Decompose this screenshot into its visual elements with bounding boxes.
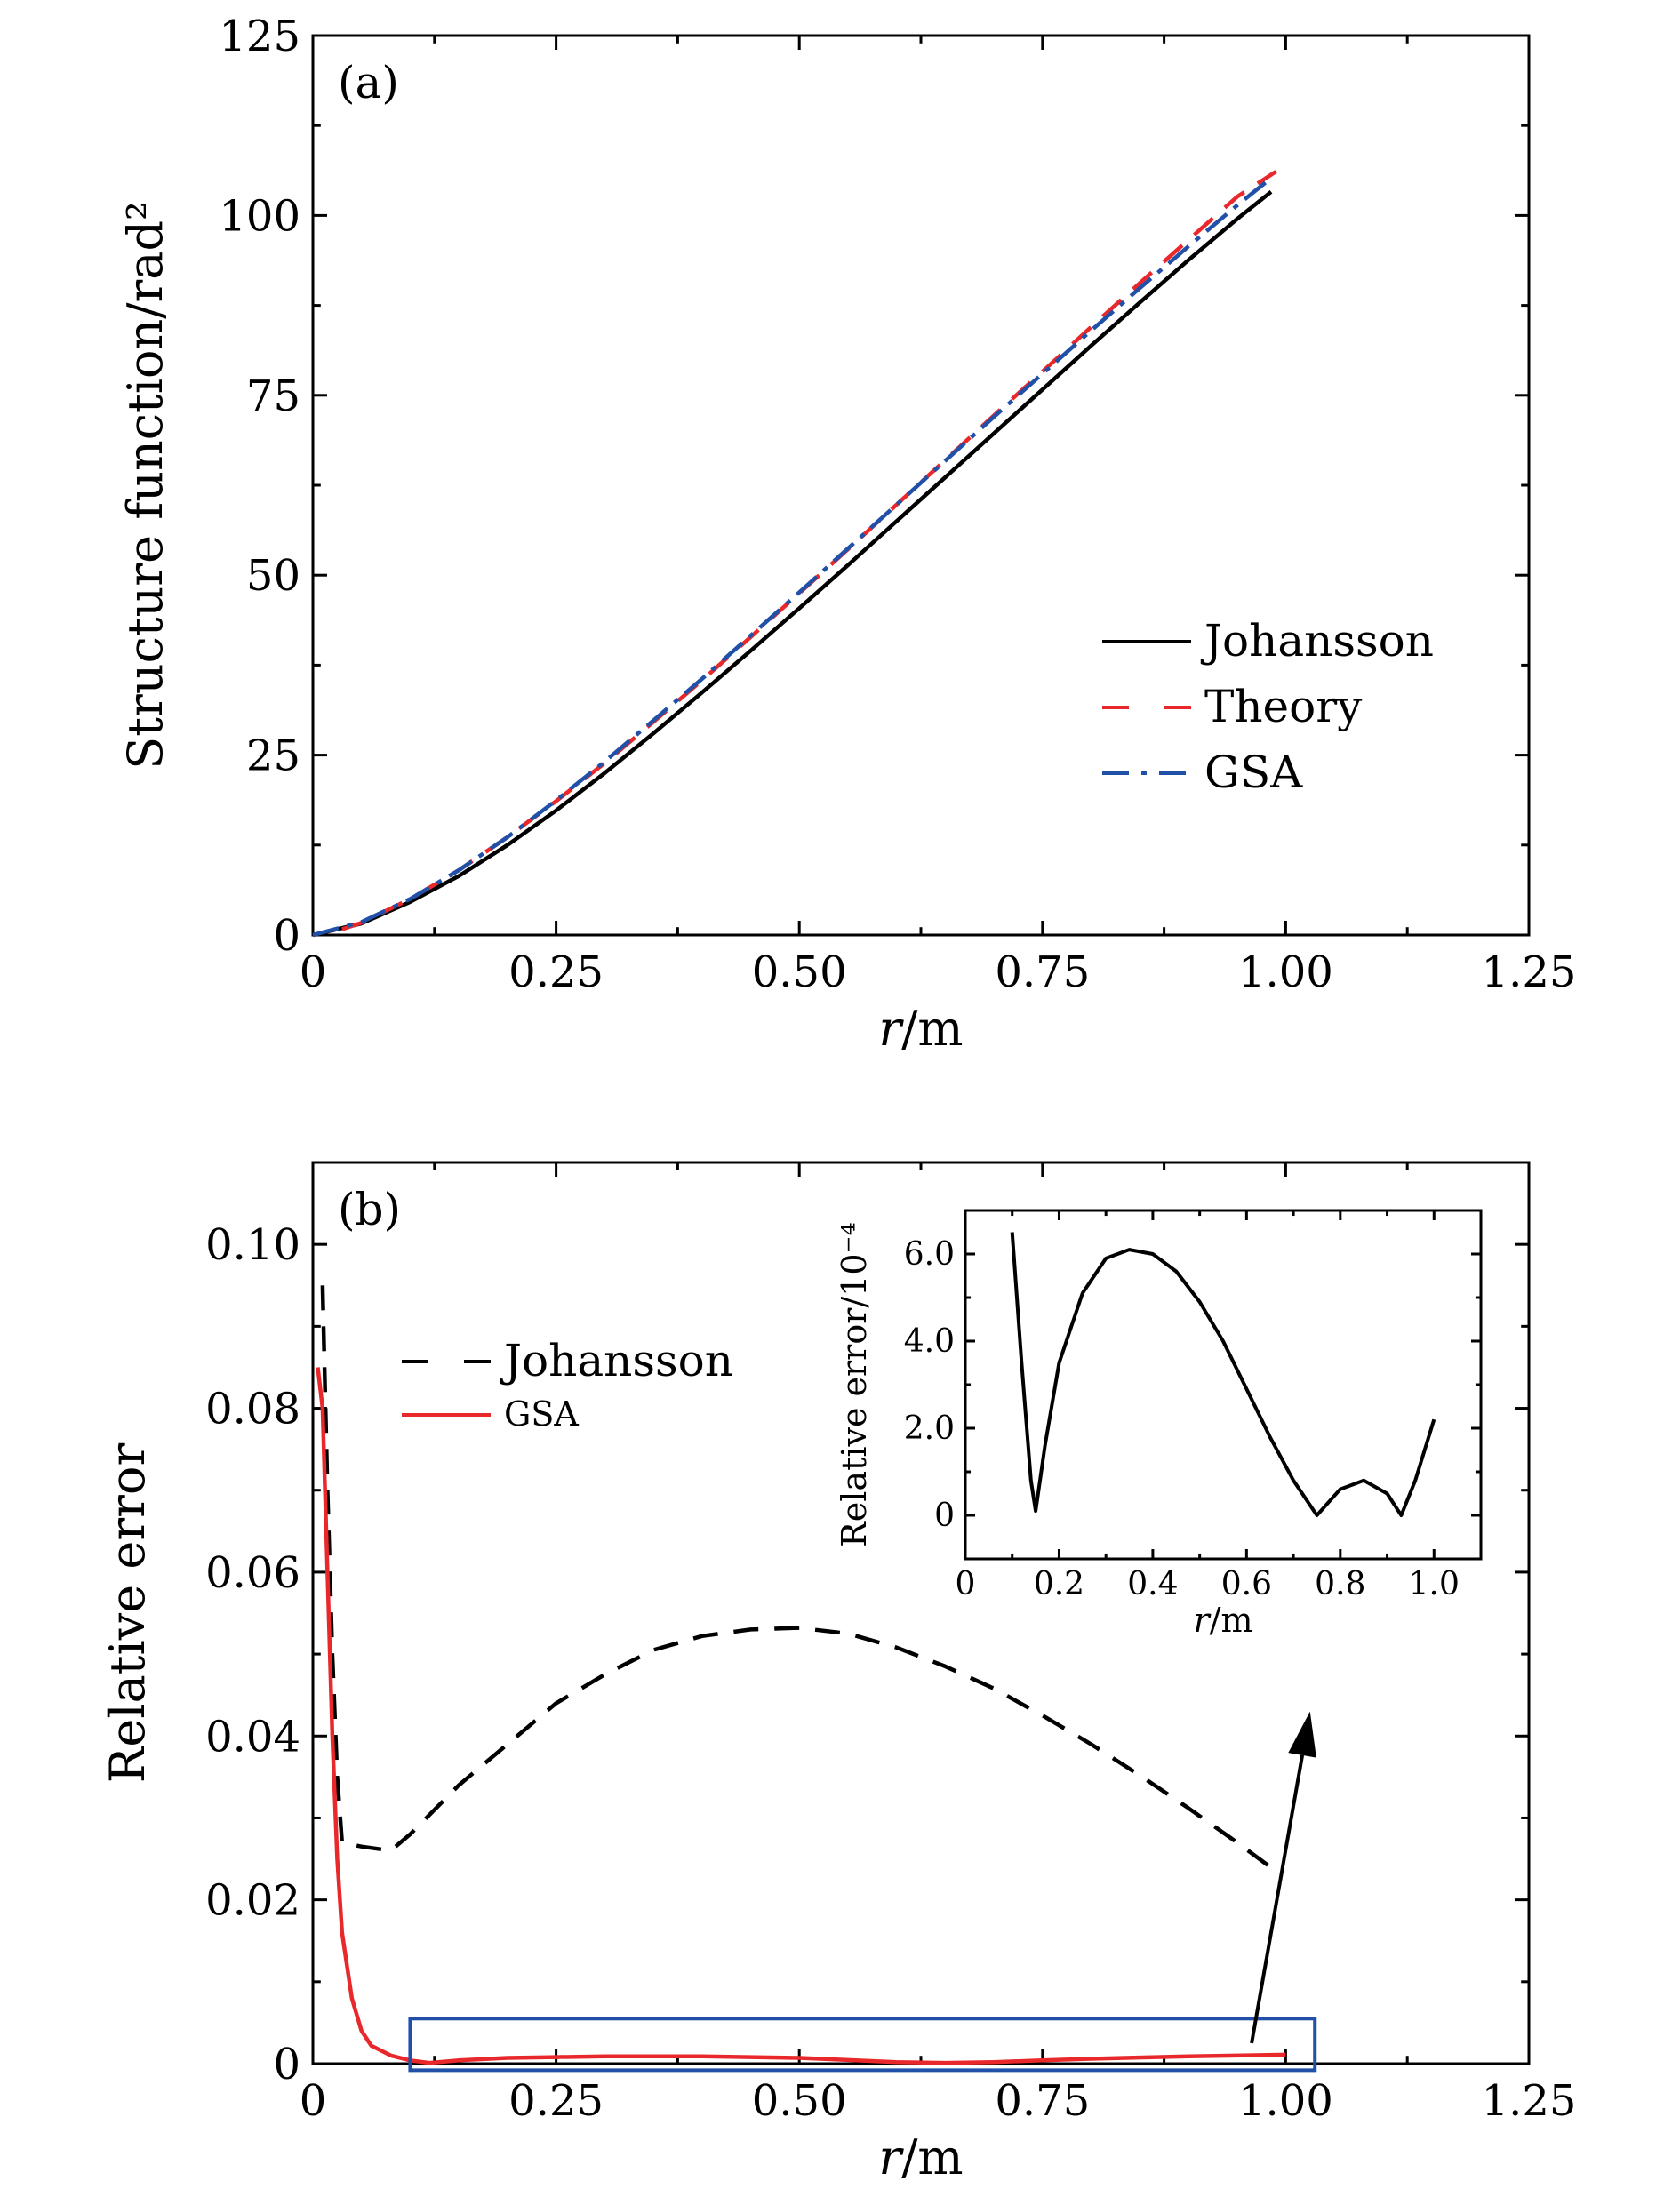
series-gsa (316, 1367, 1286, 2065)
inset-chart: 0 0.2 0.4 0.6 0.8 1.0 0 2.0 4.0 6.0 r/m Relative er… (835, 1209, 1483, 1640)
y-tick-label: 0.04 (205, 1712, 300, 1762)
x-tick-label: 0.4 (1127, 1566, 1178, 1602)
legend-series-johansson: Johansson (1200, 615, 1434, 667)
inset-background (965, 1210, 1481, 1559)
y-axis-label: Structure function/rad² (117, 201, 173, 769)
x-tick-label: 0.2 (1034, 1566, 1084, 1602)
y-tick-label: 0 (273, 911, 300, 961)
y-tick-label: 75 (246, 371, 300, 421)
x-tick-label: 0.50 (752, 2076, 847, 2126)
legend-series-gsa: GSA (504, 1394, 579, 1434)
series-theory (341, 170, 1277, 931)
series-johansson (312, 189, 1273, 938)
y-axis-label: Relative error/10⁻⁴ (835, 1222, 874, 1547)
y-tick-label: 0 (934, 1498, 955, 1534)
y-tick-label: 50 (246, 551, 300, 601)
legend-series-theory: Theory (1204, 681, 1363, 732)
x-tick-label: 1.25 (1482, 2076, 1577, 2126)
x-tick-label: 0.8 (1315, 1566, 1365, 1602)
panel-label: (b) (338, 1184, 401, 1235)
x-tick-label: 0.25 (508, 2076, 604, 2126)
y-tick-label: 4.0 (904, 1323, 955, 1360)
y-tick-label: 2.0 (904, 1410, 955, 1447)
x-tick-label: 0 (300, 947, 327, 997)
legend-series-johansson: Johansson (500, 1335, 733, 1386)
y-tick-label: 0 (273, 2040, 300, 2089)
y-tick-label: 0.08 (205, 1385, 300, 1434)
highlight-box (408, 2017, 1317, 2073)
y-tick-label: 0.06 (205, 1548, 300, 1598)
panel-label: (a) (338, 57, 399, 108)
x-tick-label: 0.6 (1221, 1566, 1272, 1602)
x-tick-label: 0.75 (995, 2076, 1090, 2126)
y-tick-label: 6.0 (904, 1236, 955, 1273)
x-tick-label: 0 (300, 2076, 327, 2126)
legend-series-gsa: GSA (1204, 747, 1303, 798)
series-johansson (320, 1285, 1277, 1873)
x-tick-label: 0.50 (752, 947, 847, 997)
x-tick-label: 1.0 (1409, 1566, 1460, 1602)
x-tick-label: 1.00 (1238, 947, 1333, 997)
y-tick-label: 0.10 (205, 1220, 300, 1270)
panel-b-chart: 0 0.25 0.50 0.75 1.00 1.2500.020.040.060.080.… (100, 1161, 1577, 2185)
series-gsa (312, 176, 1273, 938)
x-tick-label: 0 (956, 1566, 976, 1602)
y-tick-label: 0.02 (205, 1876, 300, 1926)
x-axis-label: r/m (1193, 1601, 1252, 1640)
inset-series (1010, 1232, 1436, 1517)
y-tick-label: 100 (219, 191, 300, 241)
panel-a-chart: 0 0.25 0.50 0.75 1.00 1.25 0 25 50 75 100 125 r/m Str… (117, 12, 1576, 1057)
x-axis-label: r/m (878, 1001, 963, 1057)
x-axis-label: r/m (878, 2129, 963, 2185)
x-tick-label: 1.25 (1482, 947, 1577, 997)
y-tick-label: 125 (219, 12, 300, 61)
x-tick-label: 0.75 (995, 947, 1090, 997)
y-axis-label: Relative error (100, 1443, 156, 1784)
x-tick-label: 0.25 (508, 947, 604, 997)
y-tick-label: 25 (246, 731, 300, 781)
arrow-head (1288, 1711, 1316, 1758)
x-tick-label: 1.00 (1238, 2076, 1333, 2126)
arrow-shaft (1250, 1754, 1305, 2044)
